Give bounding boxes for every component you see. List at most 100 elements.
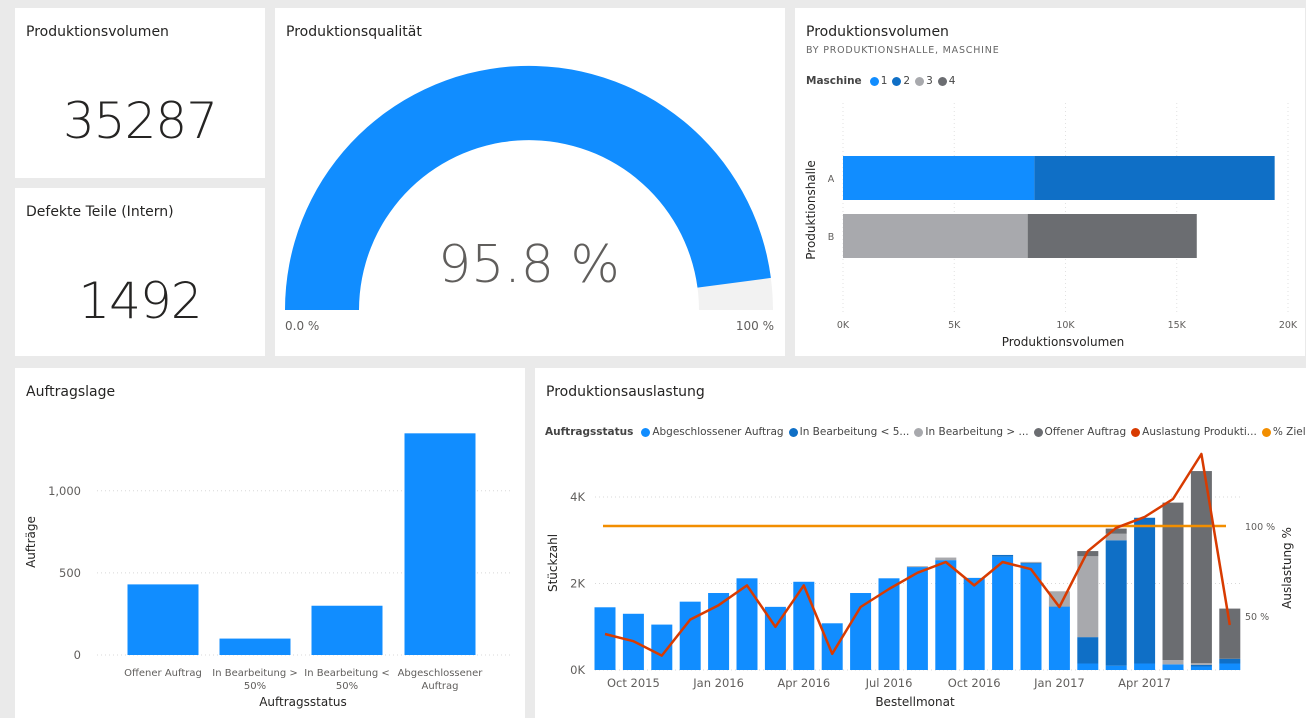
util-bar-20-2 bbox=[1162, 660, 1184, 665]
volume-xtick-label: 0K bbox=[837, 320, 850, 331]
util-bar-20-0 bbox=[1162, 664, 1184, 670]
volume-bar-B-4 bbox=[1027, 214, 1197, 258]
util-legend-item-3-label: Offener Auftrag bbox=[1044, 426, 1127, 438]
util-bar-17-2 bbox=[1077, 556, 1099, 638]
volume-xtick-label: 20K bbox=[1279, 320, 1298, 331]
volume-legend-item-4-label: 4 bbox=[948, 75, 956, 87]
util-ytick-label: 4K bbox=[570, 490, 585, 504]
util-xtick-label: Jan 2016 bbox=[692, 676, 744, 690]
volume-bar-A-2 bbox=[1034, 156, 1275, 200]
orders-ytick-label: 0 bbox=[74, 648, 81, 662]
util-bar-11-2 bbox=[906, 566, 928, 568]
util-bar-21-3 bbox=[1190, 471, 1212, 664]
kpi-defects-title: Defekte Teile (Intern) bbox=[26, 204, 174, 220]
volume-legend-item-2-label: 2 bbox=[903, 75, 911, 87]
util-ytick-label: 0K bbox=[570, 663, 585, 677]
util-legend-item-1[interactable]: In Bearbeitung < 5... bbox=[788, 426, 909, 438]
volume-bar-B-3 bbox=[843, 214, 1028, 258]
volume-chart-legend: Maschine 1 2 3 4 bbox=[806, 75, 960, 87]
volume-legend-item-2[interactable]: 2 bbox=[892, 75, 910, 87]
volume-chart-card[interactable]: Produktionsvolumen BY PRODUKTIONSHALLE, … bbox=[795, 8, 1305, 356]
volume-legend-item-3[interactable]: 3 bbox=[915, 75, 933, 87]
orders-bar-2 bbox=[311, 605, 383, 655]
util-legend-item-0[interactable]: Abgeschlossener Auftrag bbox=[641, 426, 784, 438]
util-bar-10-0 bbox=[878, 578, 900, 670]
gauge-card[interactable]: Produktionsqualität 95.8 % 0.0 % 100 % bbox=[275, 8, 785, 356]
util-legend-items: Abgeschlossener Auftrag In Bearbeitung < … bbox=[641, 426, 1306, 438]
util-bar-13-0 bbox=[963, 577, 985, 670]
util-bar-0-0 bbox=[594, 607, 616, 670]
util-xtick-label: Jul 2016 bbox=[865, 676, 913, 690]
orders-bar-1 bbox=[219, 638, 291, 655]
util-legend-item-3[interactable]: Offener Auftrag bbox=[1033, 426, 1127, 438]
gauge-chart: 95.8 % 0.0 % 100 % bbox=[284, 65, 774, 333]
util-bar-22-3 bbox=[1219, 608, 1241, 659]
util-bar-15-2 bbox=[1020, 561, 1042, 563]
kpi-volume-card[interactable]: Produktionsvolumen 35287 bbox=[15, 8, 265, 178]
util-chart-card[interactable]: Produktionsauslastung Auftragsstatus Abg… bbox=[535, 368, 1306, 718]
util-bar-19-0 bbox=[1134, 663, 1156, 670]
orders-bar-0 bbox=[127, 584, 199, 655]
util-legend-item-5[interactable]: % Ziel Produkti... bbox=[1261, 426, 1306, 438]
util-bar-18-0 bbox=[1105, 665, 1127, 670]
util-ytick-label: 2K bbox=[570, 577, 585, 591]
orders-ytick-label: 1,000 bbox=[48, 484, 81, 498]
util-bar-3-0 bbox=[679, 601, 701, 670]
orders-chart-plot: 0 500 1,000 Offener Auftrag In Bearbeitung >… bbox=[24, 433, 512, 709]
util-legend-item-4-label: Auslastung Produkti... bbox=[1142, 426, 1257, 438]
util-bar-15-1 bbox=[1020, 562, 1042, 564]
util-legend-item-4[interactable]: Auslastung Produkti... bbox=[1131, 426, 1257, 438]
util-y-axis-title: Stückzahl bbox=[546, 534, 560, 592]
volume-legend-item-2-dot bbox=[892, 76, 902, 86]
util-utilization-line bbox=[604, 452, 1232, 657]
volume-legend-title: Maschine bbox=[806, 75, 862, 87]
orders-chart-title: Auftragslage bbox=[26, 384, 116, 400]
util-bar-4-0 bbox=[708, 593, 730, 670]
util-xtick-label: Apr 2016 bbox=[777, 676, 830, 690]
volume-legend-item-1[interactable]: 1 bbox=[869, 75, 887, 87]
orders-y-axis-title: Aufträge bbox=[24, 516, 38, 568]
orders-x-axis-title: Auftragsstatus bbox=[259, 695, 347, 709]
orders-bar-3 bbox=[404, 433, 476, 655]
util-y2tick-label: 100 % bbox=[1245, 522, 1275, 533]
util-bar-14-0 bbox=[992, 556, 1014, 670]
util-x-axis-title: Bestellmonat bbox=[875, 695, 955, 709]
util-bar-12-2 bbox=[935, 557, 957, 561]
util-chart-title: Produktionsauslastung bbox=[546, 384, 705, 400]
volume-legend-item-3-dot bbox=[915, 76, 925, 86]
util-bar-19-1 bbox=[1134, 517, 1156, 664]
util-legend-item-5-label: % Ziel Produkti... bbox=[1272, 426, 1306, 438]
volume-xtick-label: 15K bbox=[1168, 320, 1187, 331]
util-bar-16-0 bbox=[1048, 606, 1070, 670]
util-legend-title: Auftragsstatus bbox=[545, 426, 634, 438]
gauge-value-label: 95.8 % bbox=[438, 235, 620, 295]
util-chart-legend: Auftragsstatus Abgeschlossener Auftrag In… bbox=[545, 426, 1306, 438]
util-legend-item-5-dot bbox=[1261, 427, 1271, 437]
volume-x-axis-title: Produktionsvolumen bbox=[1002, 335, 1125, 349]
kpi-defects-card[interactable]: Defekte Teile (Intern) 1492 bbox=[15, 188, 265, 356]
volume-bar-A-1 bbox=[843, 156, 1035, 200]
volume-legend-item-1-dot bbox=[869, 76, 879, 86]
volume-legend-item-4[interactable]: 4 bbox=[937, 75, 956, 87]
util-bar-18-3 bbox=[1105, 528, 1127, 534]
orders-chart-card[interactable]: Auftragslage 0 500 1,000 Offener Auftrag In … bbox=[15, 368, 525, 718]
volume-legend-items: 1 2 3 4 bbox=[869, 75, 961, 87]
volume-xtick-label: 5K bbox=[948, 320, 961, 331]
util-chart-plot: 0K 2K 4K 100 % 50 % Oct 2015 Jan 2016 Apr 2016 J… bbox=[546, 452, 1294, 709]
util-bar-18-1 bbox=[1105, 540, 1127, 666]
util-bar-15-0 bbox=[1020, 563, 1042, 670]
kpi-defects-value: 1492 bbox=[78, 272, 202, 330]
orders-ytick-label: 500 bbox=[59, 566, 81, 580]
util-bar-7-0 bbox=[793, 581, 815, 670]
util-bar-6-0 bbox=[764, 606, 786, 670]
gauge-title: Produktionsqualität bbox=[286, 24, 422, 40]
volume-legend-item-4-dot bbox=[937, 76, 947, 86]
util-legend-item-2[interactable]: In Bearbeitung > ... bbox=[914, 426, 1029, 438]
gauge-min-label: 0.0 % bbox=[285, 319, 319, 333]
util-bar-21-0 bbox=[1190, 666, 1212, 670]
util-bar-12-0 bbox=[935, 560, 957, 670]
volume-chart-title: Produktionsvolumen bbox=[806, 24, 949, 40]
volume-ytick-label: B bbox=[828, 232, 835, 243]
volume-chart-subtitle: BY PRODUKTIONSHALLE, MASCHINE bbox=[806, 45, 1000, 56]
util-legend-item-4-dot bbox=[1131, 427, 1141, 437]
